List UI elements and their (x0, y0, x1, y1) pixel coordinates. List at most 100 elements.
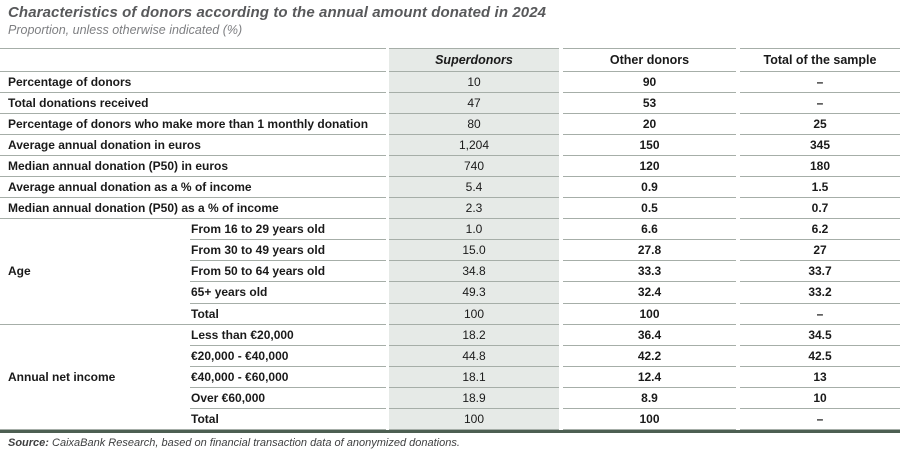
table-row: From 16 to 29 years old 1.0 6.6 6.2 (190, 219, 900, 241)
cell-total: 1.5 (740, 177, 900, 199)
figure-title: Characteristics of donors according to t… (8, 4, 547, 21)
cell-superdonors: 49.3 (389, 282, 559, 304)
table-bottom-rule (0, 430, 900, 434)
source-note: Source: CaixaBank Research, based on fin… (0, 433, 900, 449)
cell-total: 34.5 (740, 325, 900, 346)
cell-total: 6.2 (740, 219, 900, 241)
section-income: Annual net income Less than €20,000 18.2… (0, 324, 900, 431)
row-label: Median annual donation (P50) in euros (0, 156, 386, 177)
table-row: Average annual donation as a % of income… (0, 176, 900, 199)
cell-other-donors: 100 (563, 304, 736, 325)
cell-other-donors: 53 (563, 93, 736, 114)
data-table: Superdonors Other donors Total of the sa… (0, 48, 900, 434)
cell-other-donors: 20 (563, 114, 736, 135)
cell-other-donors: 100 (563, 409, 736, 431)
cell-other-donors: 12.4 (563, 367, 736, 388)
row-label: Percentage of donors who make more than … (0, 114, 386, 135)
table-row: Total 100 100 – (190, 303, 900, 325)
header-empty-cell (0, 48, 386, 72)
table-row: Total donations received 47 53 – (0, 92, 900, 114)
row-sublabel: From 30 to 49 years old (190, 240, 386, 262)
cell-superdonors: 18.1 (389, 366, 559, 388)
cell-total: 0.7 (740, 198, 900, 220)
cell-other-donors: 33.3 (563, 261, 736, 283)
table-row: Percentage of donors who make more than … (0, 113, 900, 135)
cell-other-donors: 36.4 (563, 325, 736, 346)
cell-other-donors: 27.8 (563, 240, 736, 262)
table-row: Median annual donation (P50) in euros 74… (0, 155, 900, 177)
cell-superdonors: 5.4 (389, 176, 559, 199)
table-row: €40,000 - €60,000 18.1 12.4 13 (190, 366, 900, 388)
cell-other-donors: 120 (563, 156, 736, 177)
cell-superdonors: 80 (389, 113, 559, 135)
cell-total: – (740, 72, 900, 93)
table-row: Total 100 100 – (190, 409, 900, 431)
cell-superdonors: 740 (389, 155, 559, 177)
cell-total: – (740, 304, 900, 325)
figure-subtitle: Proportion, unless otherwise indicated (… (8, 23, 243, 37)
source-text: CaixaBank Research, based on financial t… (48, 437, 460, 450)
row-label: Total donations received (0, 93, 386, 114)
cell-total: 10 (740, 388, 900, 409)
cell-total: 33.7 (740, 261, 900, 283)
cell-total: – (740, 409, 900, 431)
row-sublabel: From 50 to 64 years old (190, 261, 386, 283)
cell-total: 33.2 (740, 282, 900, 304)
column-header-superdonors: Superdonors (389, 48, 559, 72)
table-row: €20,000 - €40,000 44.8 42.2 42.5 (190, 345, 900, 367)
cell-other-donors: 6.6 (563, 219, 736, 241)
row-sublabel: Total (190, 409, 386, 431)
cell-total: 42.5 (740, 346, 900, 367)
row-sublabel: €40,000 - €60,000 (190, 367, 386, 388)
row-label: Median annual donation (P50) as a % of i… (0, 198, 386, 220)
cell-superdonors: 47 (389, 92, 559, 114)
cell-superdonors: 2.3 (389, 198, 559, 220)
cell-superdonors: 44.8 (389, 345, 559, 367)
table-row: Percentage of donors 10 90 – (0, 71, 900, 93)
cell-total: 27 (740, 240, 900, 262)
cell-superdonors: 18.9 (389, 387, 559, 409)
group-label-age: Age (0, 219, 190, 325)
row-sublabel: Less than €20,000 (190, 325, 386, 346)
section-age: Age From 16 to 29 years old 1.0 6.6 6.2 … (0, 219, 900, 325)
cell-other-donors: 42.2 (563, 346, 736, 367)
row-label: Percentage of donors (0, 72, 386, 93)
table-row: From 50 to 64 years old 34.8 33.3 33.7 (190, 261, 900, 283)
cell-total: – (740, 93, 900, 114)
table-row: Median annual donation (P50) as a % of i… (0, 198, 900, 220)
cell-superdonors: 10 (389, 71, 559, 93)
row-sublabel: Over €60,000 (190, 388, 386, 409)
table-row: From 30 to 49 years old 15.0 27.8 27 (190, 240, 900, 262)
cell-superdonors: 15.0 (389, 240, 559, 262)
cell-superdonors: 18.2 (389, 324, 559, 346)
cell-superdonors: 1,204 (389, 134, 559, 156)
cell-superdonors: 34.8 (389, 261, 559, 283)
cell-other-donors: 8.9 (563, 388, 736, 409)
cell-other-donors: 32.4 (563, 282, 736, 304)
column-header-total: Total of the sample (740, 48, 900, 72)
cell-total: 180 (740, 156, 900, 177)
cell-other-donors: 150 (563, 135, 736, 156)
group-label-income: Annual net income (0, 325, 190, 431)
cell-other-donors: 0.9 (563, 177, 736, 199)
row-sublabel: 65+ years old (190, 282, 386, 304)
cell-other-donors: 90 (563, 72, 736, 93)
table-row: Less than €20,000 18.2 36.4 34.5 (190, 324, 900, 346)
cell-superdonors: 1.0 (389, 219, 559, 241)
column-header-other-donors: Other donors (563, 48, 736, 72)
cell-total: 13 (740, 367, 900, 388)
cell-total: 25 (740, 114, 900, 135)
cell-superdonors: 100 (389, 409, 559, 431)
cell-other-donors: 0.5 (563, 198, 736, 220)
row-label: Average annual donation as a % of income (0, 177, 386, 199)
row-label: Average annual donation in euros (0, 135, 386, 156)
row-sublabel: From 16 to 29 years old (190, 219, 386, 241)
cell-total: 345 (740, 135, 900, 156)
row-sublabel: €20,000 - €40,000 (190, 346, 386, 367)
cell-superdonors: 100 (389, 303, 559, 325)
table-row: Average annual donation in euros 1,204 1… (0, 134, 900, 156)
header-row: Superdonors Other donors Total of the sa… (0, 48, 900, 72)
source-label: Source: (8, 437, 49, 450)
table-row: Over €60,000 18.9 8.9 10 (190, 387, 900, 409)
